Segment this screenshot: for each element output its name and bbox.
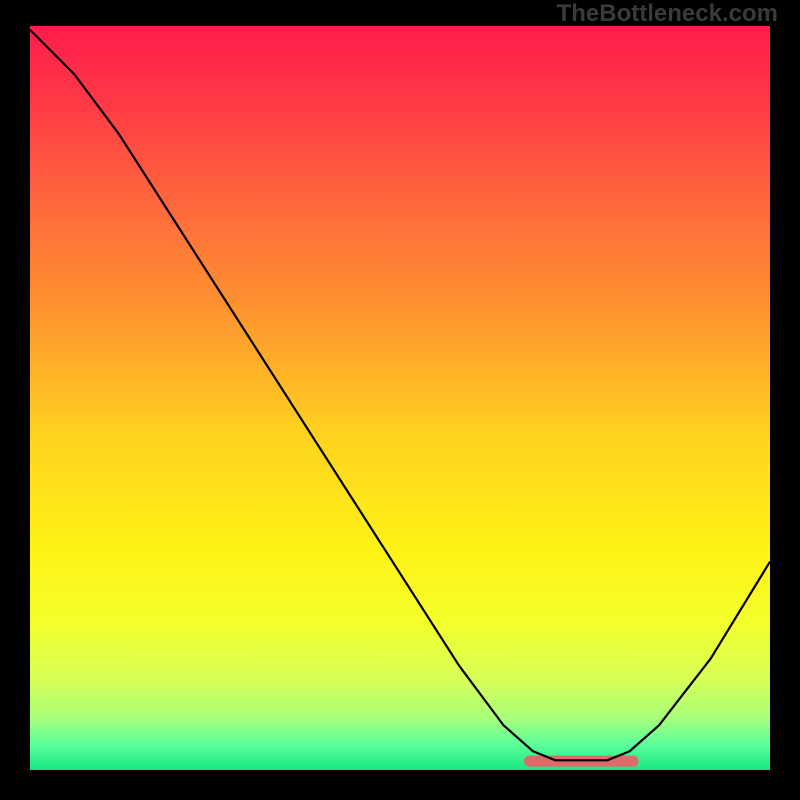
- chart-frame: TheBottleneck.com: [0, 0, 800, 800]
- gradient-background: [30, 26, 770, 770]
- watermark-text: TheBottleneck.com: [557, 0, 778, 28]
- plot-area: [30, 26, 770, 770]
- plot-svg: [30, 26, 770, 770]
